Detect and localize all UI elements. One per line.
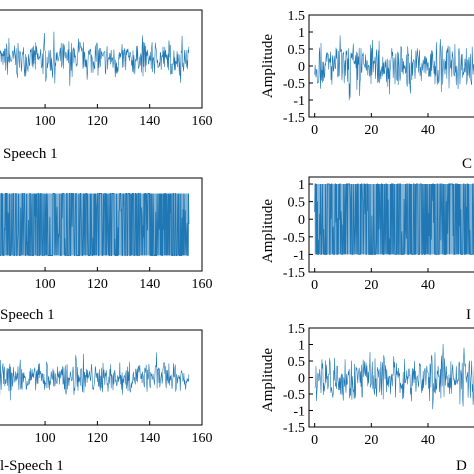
y-tick-label: 1 bbox=[298, 26, 305, 41]
panel-caption: l-Speech 1 bbox=[0, 458, 64, 474]
x-tick-label: 0 bbox=[311, 278, 318, 293]
x-tick-label: 160 bbox=[192, 431, 213, 446]
y-tick-label: -0.5 bbox=[283, 77, 305, 92]
x-tick-labels: 100 120 140 160 bbox=[35, 104, 213, 129]
x-tick-label: 100 bbox=[35, 431, 56, 446]
plot-frame bbox=[0, 329, 203, 426]
panel-caption: I bbox=[466, 307, 471, 323]
signal-trace bbox=[0, 352, 190, 401]
x-tick-label: 20 bbox=[364, 123, 378, 138]
panel-left-2: 100 120 140 160 Speech 1 bbox=[0, 177, 213, 323]
y-tick-label: 0 bbox=[298, 213, 305, 228]
y-tick-label: 1.5 bbox=[288, 322, 306, 337]
y-tick-label: 1.5 bbox=[288, 9, 306, 24]
x-tick-label: 140 bbox=[139, 277, 160, 292]
y-axis-label: Amplitude bbox=[260, 348, 276, 413]
plot-frame bbox=[0, 9, 203, 109]
x-tick-label: 160 bbox=[192, 114, 213, 129]
panel-caption: D bbox=[456, 458, 467, 474]
x-tick-label: 160 bbox=[192, 277, 213, 292]
x-tick-label: 40 bbox=[421, 433, 435, 448]
panel-left-3: 100 120 140 160 l-Speech 1 bbox=[0, 329, 213, 474]
x-tick-labels: 100 120 140 160 bbox=[35, 421, 213, 446]
signal-line bbox=[0, 31, 190, 86]
signal-line bbox=[0, 193, 190, 256]
x-tick-label: 100 bbox=[35, 114, 56, 129]
x-tick-label: 100 bbox=[35, 277, 56, 292]
y-tick-label: -1 bbox=[293, 405, 305, 420]
y-tick-labels: 1.5 1 0.5 0 -0.5 -1 -1.5 bbox=[283, 9, 313, 126]
x-tick-label: 120 bbox=[87, 431, 108, 446]
x-tick-label: 20 bbox=[364, 433, 378, 448]
x-tick-label: 140 bbox=[139, 431, 160, 446]
y-tick-labels: 1 0.5 0 -0.5 -1 -1.5 bbox=[283, 178, 313, 281]
y-tick-label: 0 bbox=[298, 372, 305, 387]
signal-trace bbox=[0, 193, 190, 256]
signal-trace bbox=[0, 31, 190, 86]
x-tick-label: 0 bbox=[311, 433, 318, 448]
x-tick-labels: 0 20 40 bbox=[311, 113, 435, 138]
y-tick-label: 1 bbox=[298, 339, 305, 354]
signal-line bbox=[314, 183, 474, 255]
panel-right-1: 1.5 1 0.5 0 -0.5 -1 -1.5 0 20 40 Amplitude C bbox=[260, 9, 474, 172]
x-tick-labels: 0 20 40 bbox=[311, 423, 435, 448]
x-tick-label: 120 bbox=[87, 114, 108, 129]
panel-right-2: 1 0.5 0 -0.5 -1 -1.5 0 20 40 Amplitude I bbox=[260, 176, 474, 323]
y-tick-labels: 1.5 10.5 0-0.5 -1-1.5 bbox=[283, 322, 313, 436]
y-tick-label: -1.5 bbox=[283, 266, 305, 281]
x-tick-label: 40 bbox=[421, 123, 435, 138]
y-axis-label: Amplitude bbox=[260, 199, 276, 264]
panel-caption: C bbox=[462, 156, 472, 172]
y-tick-label: -0.5 bbox=[283, 388, 305, 403]
plot-frame bbox=[308, 176, 474, 273]
panel-left-1: 100 120 140 160 Speech 1 bbox=[0, 9, 213, 162]
x-tick-label: 20 bbox=[364, 278, 378, 293]
y-tick-label: 0.5 bbox=[288, 196, 306, 211]
plot-frame bbox=[0, 177, 203, 272]
y-axis-label: Amplitude bbox=[260, 34, 276, 99]
signal-line bbox=[0, 352, 190, 401]
x-tick-labels: 0 20 40 bbox=[311, 268, 435, 293]
panel-caption: Speech 1 bbox=[3, 146, 58, 162]
y-tick-label: 0.5 bbox=[288, 43, 306, 58]
panel-caption: Speech 1 bbox=[0, 307, 55, 323]
x-tick-label: 0 bbox=[311, 123, 318, 138]
signal-trace bbox=[314, 35, 474, 101]
y-tick-label: 0.5 bbox=[288, 355, 306, 370]
y-tick-label: -1.5 bbox=[283, 111, 305, 126]
y-tick-label: -1 bbox=[293, 94, 305, 109]
y-tick-label: -1.5 bbox=[283, 421, 305, 436]
panel-right-3: 1.510.50-0.5-1-1.5 0 20 40 Amplitude D bbox=[260, 322, 474, 474]
x-tick-label: 120 bbox=[87, 277, 108, 292]
y-tick-label: 0 bbox=[298, 60, 305, 75]
signal-trace bbox=[314, 343, 474, 410]
x-tick-label: 40 bbox=[421, 278, 435, 293]
x-tick-labels: 100 120 140 160 bbox=[35, 267, 213, 292]
signal-line bbox=[314, 35, 474, 101]
y-tick-label: 1 bbox=[298, 178, 305, 193]
y-tick-label: -1 bbox=[293, 248, 305, 263]
x-tick-label: 140 bbox=[139, 114, 160, 129]
signal-trace bbox=[314, 183, 474, 255]
y-tick-label: -0.5 bbox=[283, 231, 305, 246]
signal-line bbox=[314, 343, 474, 410]
